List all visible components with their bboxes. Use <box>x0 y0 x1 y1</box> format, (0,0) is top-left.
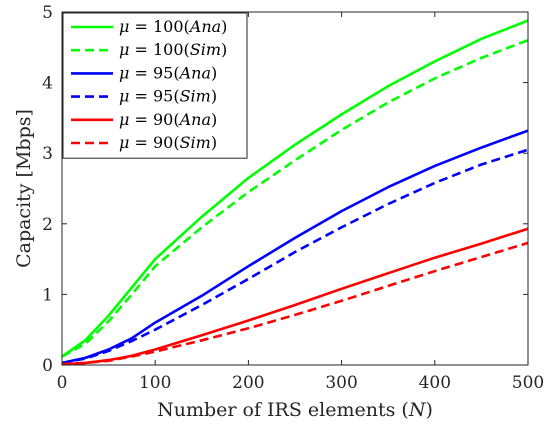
y-tick-label: 1 <box>42 285 53 305</box>
y-tick-label: 3 <box>42 144 53 164</box>
axes-box <box>61 11 529 366</box>
axis-ticks: 0 100 200 300 400 500 0 1 2 3 4 5 <box>42 3 544 393</box>
legend-label: μ = 90(Sim) <box>119 133 217 152</box>
legend-label: μ = 95(Ana) <box>119 63 217 82</box>
y-tick-label: 5 <box>42 3 53 23</box>
legend-label: μ = 100(Ana) <box>119 17 227 36</box>
legend: μ = 100(Ana) μ = 100(Sim) μ = 95(Ana) μ = 9… <box>62 12 248 159</box>
series-line-2 <box>61 129 529 365</box>
x-tick-label: 500 <box>512 373 544 393</box>
series-line-4 <box>61 227 529 366</box>
series-line-3 <box>61 148 529 365</box>
x-tick-label: 400 <box>419 373 451 393</box>
x-tick-label: 200 <box>232 373 264 393</box>
series-line-1 <box>61 38 529 358</box>
legend-box <box>62 12 248 159</box>
plot-lines <box>61 19 529 366</box>
legend-label: μ = 100(Sim) <box>119 40 227 59</box>
legend-label: μ = 90(Ana) <box>119 110 217 129</box>
y-tick-label: 2 <box>42 215 53 235</box>
y-tick-label: 4 <box>42 74 53 94</box>
x-tick-label: 100 <box>139 373 171 393</box>
series-line-0 <box>61 19 529 358</box>
x-tick-label: 300 <box>325 373 357 393</box>
x-axis-label: Number of IRS elements (N) <box>157 399 433 421</box>
legend-label: μ = 95(Sim) <box>119 87 217 106</box>
x-tick-label: 0 <box>57 373 68 393</box>
y-tick-label: 0 <box>42 356 53 376</box>
series-line-5 <box>61 241 529 366</box>
y-axis-label: Capacity [Mbps] <box>13 109 35 268</box>
